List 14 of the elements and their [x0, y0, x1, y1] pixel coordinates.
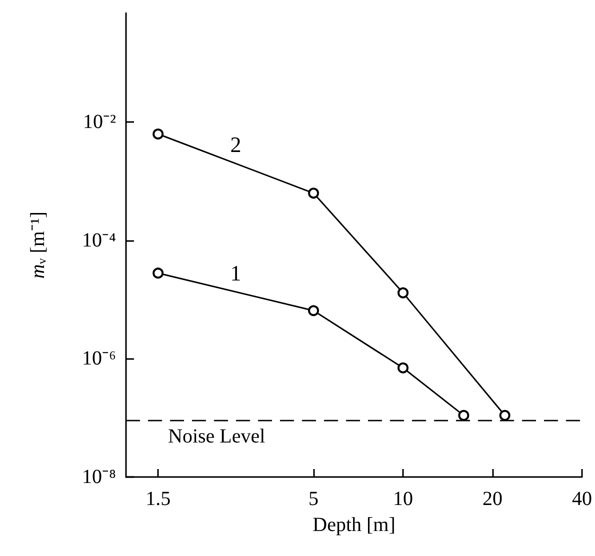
x-axis-title: Depth [m]: [312, 514, 396, 536]
y-axis-title: mᵥ [m⁻¹]: [27, 211, 49, 279]
x-tick-label: 20: [482, 488, 503, 510]
series-label: 2: [230, 132, 242, 158]
x-tick-label: 1.5: [146, 488, 171, 510]
x-tick-label: 40: [572, 488, 592, 510]
y-tick-label: 10⁻⁸: [82, 466, 116, 488]
series-label: 1: [230, 260, 242, 286]
ref-line-label: Noise Level: [168, 426, 266, 448]
y-tick-label: 10⁻⁴: [82, 229, 116, 252]
x-tick-label: 10: [393, 488, 414, 510]
y-tick-label: 10⁻⁶: [82, 348, 116, 370]
x-tick-label: 5: [308, 488, 319, 510]
y-tick-label: 10⁻²: [83, 111, 116, 134]
